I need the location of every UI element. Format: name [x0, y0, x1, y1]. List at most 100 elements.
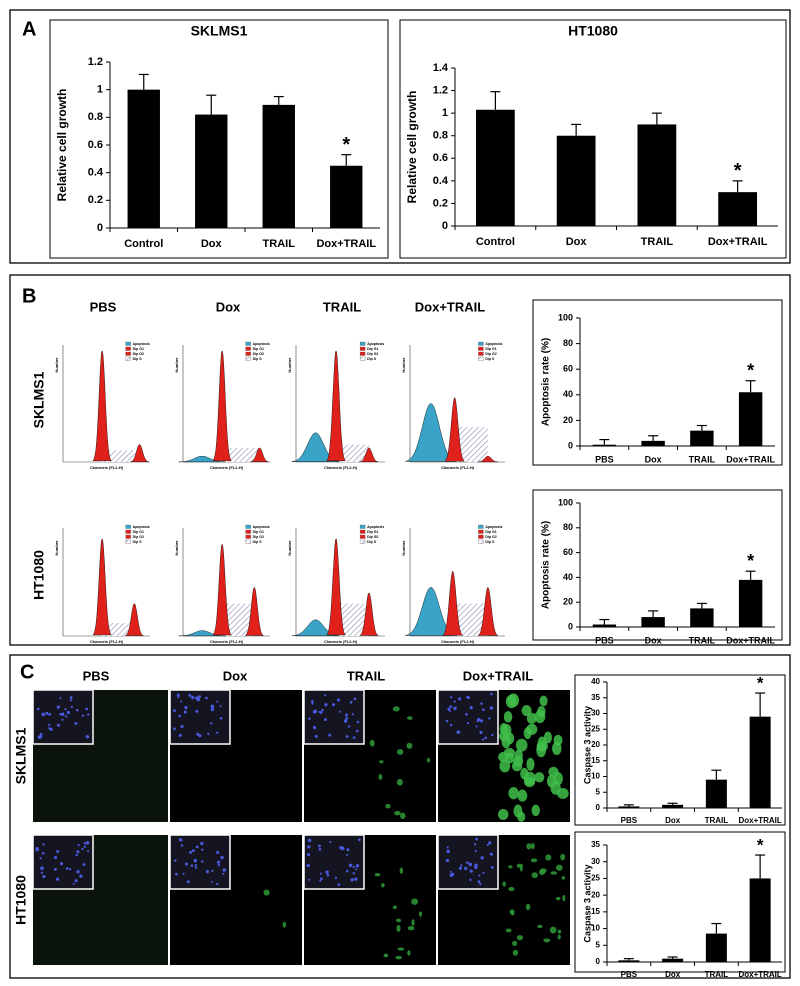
- nucleus: [466, 861, 470, 864]
- cell-signal: [503, 747, 515, 759]
- bar: [592, 444, 617, 446]
- nucleus: [318, 710, 321, 713]
- y-axis-label: Caspase 3 activity: [582, 864, 592, 942]
- cell-signal: [396, 778, 403, 786]
- bar: [705, 779, 727, 808]
- flow-x-label: Channels (FL2-H): [441, 639, 475, 644]
- chart-frame: [399, 19, 787, 259]
- nucleus: [211, 869, 214, 872]
- flow-legend-swatch: [359, 539, 366, 544]
- x-tick-label: Dox: [665, 970, 681, 979]
- flow-legend-label: Apoptosis: [133, 525, 150, 529]
- y-tick-label: 5: [596, 940, 601, 949]
- nucleus: [458, 697, 462, 701]
- nucleus: [195, 845, 199, 849]
- cell-signal: [525, 903, 531, 911]
- nucleus: [54, 856, 58, 860]
- nucleus: [319, 879, 322, 882]
- cell-signal: [555, 896, 561, 901]
- nucleus: [59, 862, 64, 866]
- flow-legend-label: Dip G2: [485, 352, 496, 356]
- nucleus: [479, 730, 483, 735]
- cell-signal: [497, 808, 509, 820]
- flow-g2: [359, 592, 379, 636]
- nucleus: [85, 707, 89, 711]
- nucleus: [40, 871, 44, 874]
- nucleus: [468, 862, 473, 867]
- flow-legend-swatch: [359, 524, 366, 529]
- cell-signal: [516, 863, 524, 868]
- flow-legend-swatch: [359, 534, 366, 539]
- bar: [637, 124, 677, 226]
- flow-legend-label: Dip S: [485, 357, 495, 361]
- cell-signal: [516, 934, 524, 941]
- y-tick-label: 80: [563, 338, 573, 348]
- nucleus: [177, 695, 180, 699]
- cell-signal: [560, 853, 566, 861]
- flow-g2: [359, 447, 379, 462]
- nucleus: [453, 706, 457, 711]
- nucleus: [201, 860, 204, 863]
- nucleus: [482, 871, 485, 874]
- y-tick-label: 0: [442, 220, 448, 232]
- y-tick-label: 5: [596, 787, 601, 796]
- flow-y-label: Number: [401, 540, 406, 556]
- cell-signal: [557, 934, 561, 940]
- panel-label: A: [22, 18, 36, 40]
- flow-g1: [212, 350, 232, 461]
- bar: [749, 878, 771, 962]
- nucleus: [81, 847, 84, 851]
- nucleus: [176, 693, 180, 697]
- nucleus: [85, 734, 90, 739]
- row-label: SKLMS1: [31, 371, 47, 428]
- nucleus: [216, 860, 221, 864]
- nucleus: [182, 872, 185, 875]
- nucleus: [313, 709, 318, 714]
- cell-signal: [545, 854, 552, 861]
- nucleus: [478, 874, 481, 877]
- x-tick-label: Control: [124, 238, 163, 250]
- flow-y-label: Number: [54, 540, 59, 556]
- flow-legend-swatch: [478, 524, 484, 529]
- nucleus: [345, 735, 349, 738]
- y-axis-label: Relative cell growth: [55, 89, 69, 202]
- nucleus: [184, 705, 188, 710]
- y-tick-label: 1: [442, 107, 448, 119]
- nucleus: [69, 696, 73, 699]
- cell-signal: [396, 924, 401, 932]
- y-tick-label: 20: [591, 890, 600, 899]
- nucleus: [172, 709, 176, 713]
- flow-legend-label: Apoptosis: [133, 342, 150, 346]
- flow-legend-swatch: [125, 524, 131, 529]
- x-tick-label: Dox: [645, 635, 662, 645]
- nucleus: [72, 883, 75, 886]
- flow-legend-swatch: [478, 346, 484, 351]
- nucleus: [348, 863, 353, 868]
- nucleus: [352, 736, 356, 739]
- flow-legend-label: Dip G1: [133, 530, 144, 534]
- nucleus: [56, 877, 60, 881]
- bar: [592, 624, 617, 627]
- flow-legend-swatch: [125, 529, 131, 534]
- nucleus: [42, 843, 45, 846]
- flow-legend-swatch: [478, 356, 484, 361]
- flow-legend-swatch: [359, 351, 366, 356]
- cell-signal: [526, 843, 532, 850]
- nucleus: [36, 707, 40, 711]
- nucleus: [448, 709, 451, 712]
- flow-x-label: Channels (FL2-H): [210, 465, 244, 470]
- nucleus: [328, 733, 332, 737]
- cell-signal: [539, 868, 547, 874]
- nucleus: [216, 850, 220, 855]
- cell-signal: [282, 921, 287, 928]
- flow-g1: [92, 350, 112, 461]
- nucleus: [35, 847, 39, 852]
- y-tick-label: 60: [563, 364, 573, 374]
- panel-frame: [9, 654, 791, 979]
- y-tick-label: 1.2: [433, 84, 448, 96]
- nucleus: [480, 702, 483, 705]
- flow-legend-label: Apoptosis: [367, 342, 384, 346]
- nucleus: [491, 733, 494, 737]
- inset: [169, 834, 231, 890]
- flow-legend-swatch: [245, 529, 251, 534]
